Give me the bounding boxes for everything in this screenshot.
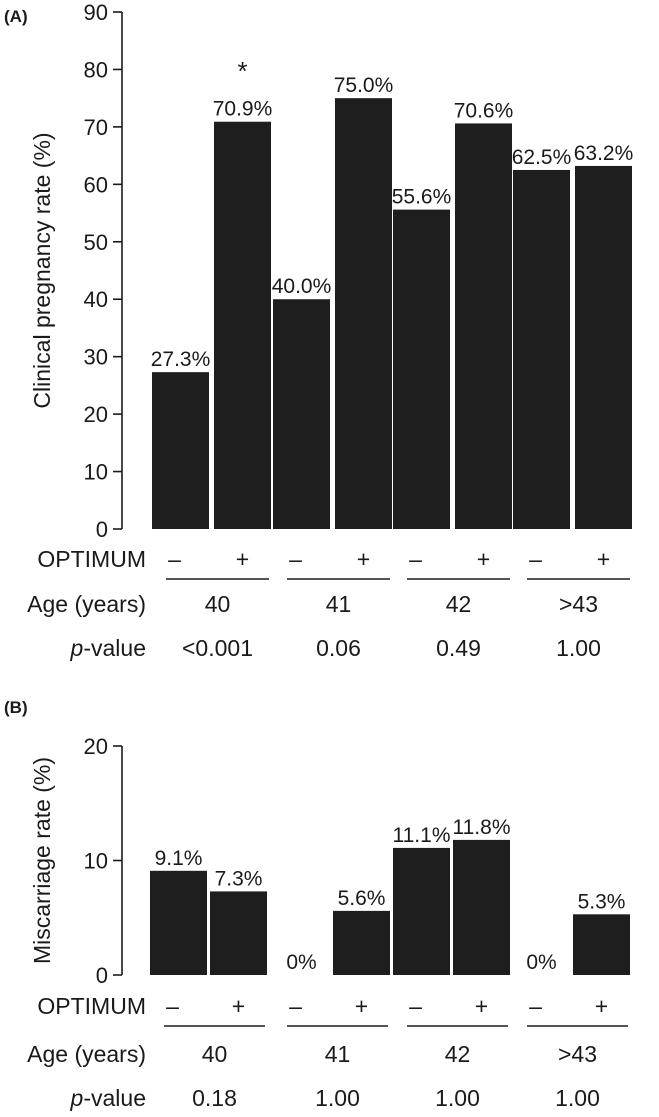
bar-value-label: 0% [526, 951, 556, 974]
optimum-plus-sign: + [475, 993, 488, 1019]
significance-star: * [237, 56, 247, 86]
optimum-minus-sign: – [529, 546, 542, 572]
age-value: 41 [325, 1041, 351, 1067]
optimum-plus-sign: + [357, 546, 370, 572]
age-label: Age (years) [27, 1041, 146, 1067]
age-value: 42 [445, 1041, 471, 1067]
p-value: <0.001 [182, 635, 253, 661]
p-value-suffix: -value [83, 1085, 146, 1111]
bar-value-label: 0% [286, 951, 316, 974]
bar-age-42-plus [453, 839, 510, 975]
age-value: 42 [446, 591, 472, 617]
bar-value-label: 63.2% [574, 142, 634, 165]
y-tick-label: 30 [84, 345, 108, 370]
age-value: >43 [558, 1041, 597, 1067]
bar-value-label: 27.3% [151, 348, 211, 371]
panel-a: (A) 0 10 20 30 40 50 60 70 80 90 Clinical pregnancy… [4, 0, 633, 661]
optimum-label: OPTIMUM [37, 546, 146, 572]
y-tick-label: 0 [96, 963, 108, 988]
y-axis-title: Clinical pregnancy rate (%) [29, 132, 55, 408]
optimum-minus-sign: – [168, 546, 181, 572]
optimum-plus-sign: + [597, 546, 610, 572]
panel-label: (B) [4, 698, 28, 717]
p-value-label: p-value [70, 635, 146, 661]
bar-age-41-plus [335, 98, 392, 530]
bar-age-gt43-minus [513, 169, 570, 529]
p-value: 0.49 [436, 635, 481, 661]
optimum-minus-sign: – [529, 993, 542, 1019]
p-value: 0.18 [192, 1085, 237, 1111]
bar-value-label: 7.3% [215, 867, 263, 890]
bar-value-label: 5.6% [338, 887, 386, 910]
p-value-label: p-value [70, 1085, 146, 1111]
y-tick-label: 10 [84, 460, 108, 485]
bar-value-label: 5.3% [578, 890, 626, 913]
age-value: 40 [202, 1041, 228, 1067]
bar-age-42-minus [393, 847, 450, 975]
optimum-plus-sign: + [232, 993, 245, 1019]
bar-age-41-plus [333, 910, 390, 975]
p-value: 1.00 [555, 1085, 600, 1111]
bar-age-42-minus [393, 209, 450, 529]
bar-age-40-plus [214, 121, 271, 530]
bar-value-label: 70.9% [213, 98, 273, 121]
p-value: 1.00 [315, 1085, 360, 1111]
bar-value-label: 75.0% [334, 74, 394, 97]
p-value: 1.00 [556, 635, 601, 661]
optimum-plus-sign: + [595, 993, 608, 1019]
p-value: 1.00 [435, 1085, 480, 1111]
y-tick-label: 60 [84, 172, 108, 197]
age-value: >43 [559, 591, 598, 617]
bar-value-label: 62.5% [512, 146, 572, 169]
bar-age-42-plus [455, 123, 512, 529]
y-tick-label: 90 [84, 0, 108, 25]
p-value: 0.06 [316, 635, 361, 661]
optimum-plus-sign: + [236, 546, 249, 572]
bar-value-label: 70.6% [454, 99, 514, 122]
p-value-prefix: p [70, 635, 84, 661]
bar-age-40-minus [150, 870, 207, 975]
age-value: 41 [326, 591, 352, 617]
y-axis-title: Miscarriage rate (%) [29, 757, 55, 964]
p-value-prefix: p [70, 1085, 84, 1111]
bar-value-label: 11.8% [453, 816, 511, 839]
bar-value-label: 11.1% [393, 824, 451, 847]
bar-age-40-minus [152, 372, 209, 529]
y-tick-label: 0 [96, 517, 108, 542]
y-tick-label: 40 [84, 287, 108, 312]
bar-value-label: 9.1% [155, 847, 203, 870]
optimum-minus-sign: – [289, 546, 302, 572]
optimum-minus-sign: – [289, 993, 302, 1019]
p-value-suffix: -value [83, 635, 146, 661]
optimum-plus-sign: + [355, 993, 368, 1019]
bar-age-41-minus [273, 299, 330, 529]
panel-label: (A) [4, 7, 28, 26]
optimum-plus-sign: + [477, 546, 490, 572]
bar-value-label: 40.0% [272, 275, 332, 298]
y-tick-label: 20 [84, 734, 108, 759]
optimum-minus-sign: – [166, 993, 179, 1019]
y-tick-label: 10 [84, 849, 108, 874]
y-tick-label: 80 [84, 57, 108, 82]
age-label: Age (years) [27, 591, 146, 617]
bar-age-gt43-plus [575, 165, 632, 529]
y-tick-label: 20 [84, 402, 108, 427]
panel-b: (B) 0 10 20 Miscarriage rate (%) 9.1% 7.3% 0% 5.… [4, 698, 630, 1111]
y-tick-label: 70 [84, 115, 108, 140]
optimum-minus-sign: – [409, 993, 422, 1019]
bar-age-gt43-plus [573, 914, 630, 975]
y-tick-label: 50 [84, 230, 108, 255]
optimum-minus-sign: – [409, 546, 422, 572]
bar-value-label: 55.6% [392, 186, 452, 209]
age-value: 40 [205, 591, 231, 617]
bar-age-40-plus [210, 891, 267, 975]
optimum-label: OPTIMUM [37, 993, 146, 1019]
